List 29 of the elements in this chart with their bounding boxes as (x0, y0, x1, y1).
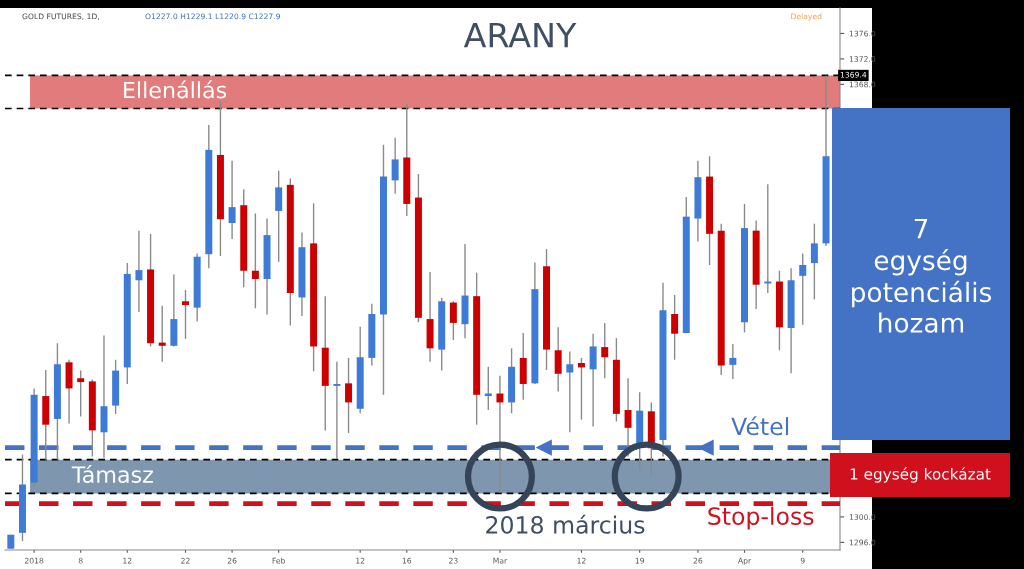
candlestick (671, 294, 679, 361)
candlestick (182, 289, 189, 340)
candlestick (275, 170, 283, 263)
candlestick (566, 350, 574, 434)
ref-line-label: Stop-loss (708, 506, 814, 530)
candlestick (77, 369, 85, 418)
candlestick (391, 137, 399, 195)
candlestick (554, 326, 562, 393)
candlestick (810, 222, 818, 301)
candlestick (799, 252, 807, 326)
candlestick (251, 212, 259, 309)
candlestick (135, 229, 143, 313)
candlestick (577, 357, 585, 421)
annotation: 2018 március (486, 514, 645, 534)
candlestick (729, 343, 737, 380)
candlestick (333, 361, 341, 460)
candlestick (158, 305, 166, 363)
candlestick (601, 322, 609, 379)
text: 1 egység kockázat (850, 467, 991, 483)
candlestick (624, 377, 632, 458)
band-label: Ellenállás (124, 80, 227, 99)
text: 7 egység potenciális hozam (852, 218, 992, 333)
candlestick (345, 357, 353, 434)
candlestick (589, 333, 597, 428)
candlestick (449, 300, 457, 341)
chart-title: ARANY (463, 22, 577, 48)
candlestick (228, 159, 236, 240)
ref-line-label: Vétel (731, 416, 789, 436)
band-label: Támasz (71, 464, 153, 483)
